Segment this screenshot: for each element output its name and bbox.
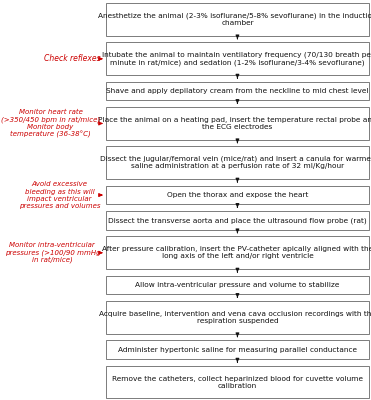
FancyBboxPatch shape xyxy=(106,186,369,204)
Text: Dissect the jugular/femoral vein (mice/rat) and insert a canula for warmed
salin: Dissect the jugular/femoral vein (mice/r… xyxy=(100,156,371,170)
Text: Avoid excessive
bleeding as this will
impact ventricular
pressures and volumes: Avoid excessive bleeding as this will im… xyxy=(19,182,100,209)
FancyBboxPatch shape xyxy=(106,146,369,179)
FancyBboxPatch shape xyxy=(106,82,369,100)
FancyBboxPatch shape xyxy=(106,366,369,398)
FancyBboxPatch shape xyxy=(106,3,369,36)
Text: Check reflexes: Check reflexes xyxy=(43,54,100,63)
Text: Open the thorax and expose the heart: Open the thorax and expose the heart xyxy=(167,192,308,198)
Text: Acquire baseline, intervention and vena cava occlusion recordings with the
respi: Acquire baseline, intervention and vena … xyxy=(99,311,371,324)
FancyBboxPatch shape xyxy=(106,236,369,269)
Text: Anesthetize the animal (2-3% isoflurane/5-8% sevoflurane) in the induction
chamb: Anesthetize the animal (2-3% isoflurane/… xyxy=(98,13,371,26)
Text: Remove the catheters, collect heparinized blood for cuvette volume
calibration: Remove the catheters, collect heparinize… xyxy=(112,376,363,388)
FancyBboxPatch shape xyxy=(106,301,369,334)
FancyBboxPatch shape xyxy=(106,107,369,140)
Text: After pressure calibration, insert the PV-catheter apically aligned with the
lon: After pressure calibration, insert the P… xyxy=(102,246,371,259)
Text: Allow intra-ventricular pressure and volume to stabilize: Allow intra-ventricular pressure and vol… xyxy=(135,282,339,288)
Text: Dissect the transverse aorta and place the ultrasound flow probe (rat): Dissect the transverse aorta and place t… xyxy=(108,217,367,224)
Text: Intubate the animal to maintain ventilatory frequency (70/130 breath per
minute : Intubate the animal to maintain ventilat… xyxy=(102,52,371,66)
Text: Administer hypertonic saline for measuring parallel conductance: Administer hypertonic saline for measuri… xyxy=(118,347,357,353)
FancyBboxPatch shape xyxy=(106,42,369,75)
FancyBboxPatch shape xyxy=(106,211,369,230)
FancyBboxPatch shape xyxy=(106,276,369,294)
Text: Shave and apply depilatory cream from the neckline to mid chest level: Shave and apply depilatory cream from th… xyxy=(106,88,369,94)
Text: Place the animal on a heating pad, insert the temperature rectal probe and
the E: Place the animal on a heating pad, inser… xyxy=(98,117,371,130)
Text: Monitor heart rate
(>350/450 bpm in rat/mice)
Monitor body
temperature (36-38°C): Monitor heart rate (>350/450 bpm in rat/… xyxy=(1,109,100,138)
FancyBboxPatch shape xyxy=(106,340,369,359)
Text: Monitor intra-ventricular
pressures (>100/90 mmHg
in rat/mice): Monitor intra-ventricular pressures (>10… xyxy=(4,242,100,263)
